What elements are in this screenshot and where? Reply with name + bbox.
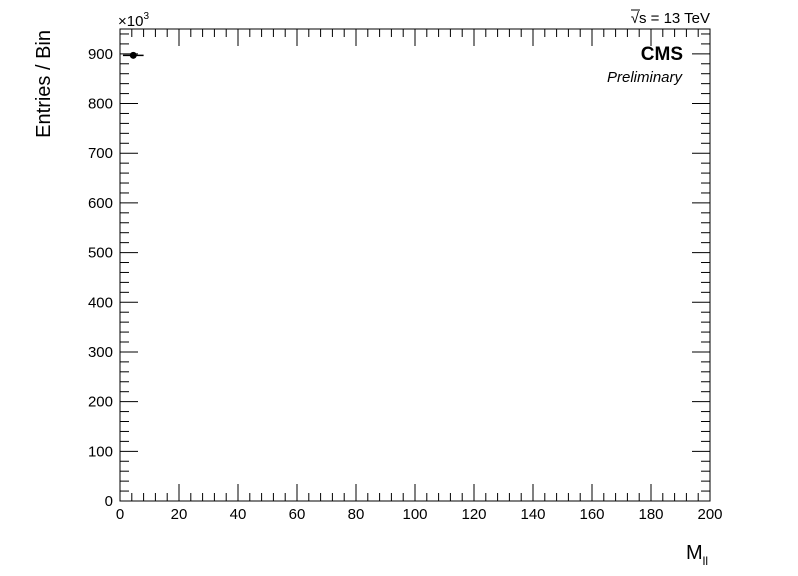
x-tick-label: 80 (348, 506, 365, 523)
energy-s: s (639, 10, 647, 27)
x-axis-title-subscript: ll (703, 554, 708, 568)
y-multiplier-base: ×10 (118, 13, 143, 30)
y-tick-label: 800 (88, 96, 113, 113)
energy-value: = 13 TeV (646, 10, 710, 27)
y-tick-label: 700 (88, 145, 113, 162)
x-tick-label: 180 (638, 506, 663, 523)
y-tick-label: 200 (88, 394, 113, 411)
svg-text:√s = 13 TeV: √s = 13 TeV (631, 10, 710, 27)
x-tick-label: 140 (520, 506, 545, 523)
x-tick-label: 20 (171, 506, 188, 523)
x-tick-labels: 0 20 40 60 80 100 120 140 160 180 200 (116, 506, 723, 523)
x-tick-label: 100 (402, 506, 427, 523)
y-tick-label: 0 (105, 493, 113, 510)
energy-label: √s = 13 TeV (631, 9, 710, 27)
x-axis-title-main: M (686, 542, 703, 564)
x-tick-label: 200 (697, 506, 722, 523)
x-tick-label: 60 (289, 506, 306, 523)
y-tick-label: 100 (88, 443, 113, 460)
x-axis-title: Mll (686, 542, 708, 568)
data-points (122, 51, 144, 59)
y-multiplier-exponent: 3 (143, 11, 149, 22)
x-tick-label: 40 (230, 506, 247, 523)
x-tick-label: 0 (116, 506, 124, 523)
y-tick-label: 500 (88, 245, 113, 262)
y-axis-title: Entries / Bin (33, 30, 55, 138)
y-tick-labels: 0 100 200 300 400 500 600 700 800 900 (88, 46, 113, 510)
axis-ticks (119, 29, 711, 502)
experiment-label: CMS (641, 44, 683, 65)
y-tick-label: 600 (88, 195, 113, 212)
sqrt-symbol: √ (631, 10, 640, 27)
data-point (129, 51, 137, 59)
x-tick-label: 120 (461, 506, 486, 523)
status-label: Preliminary (607, 69, 684, 86)
y-tick-label: 300 (88, 344, 113, 361)
x-tick-label: 160 (579, 506, 604, 523)
y-tick-label: 900 (88, 46, 113, 63)
y-axis-multiplier: ×103 (118, 11, 149, 30)
y-tick-label: 400 (88, 294, 113, 311)
